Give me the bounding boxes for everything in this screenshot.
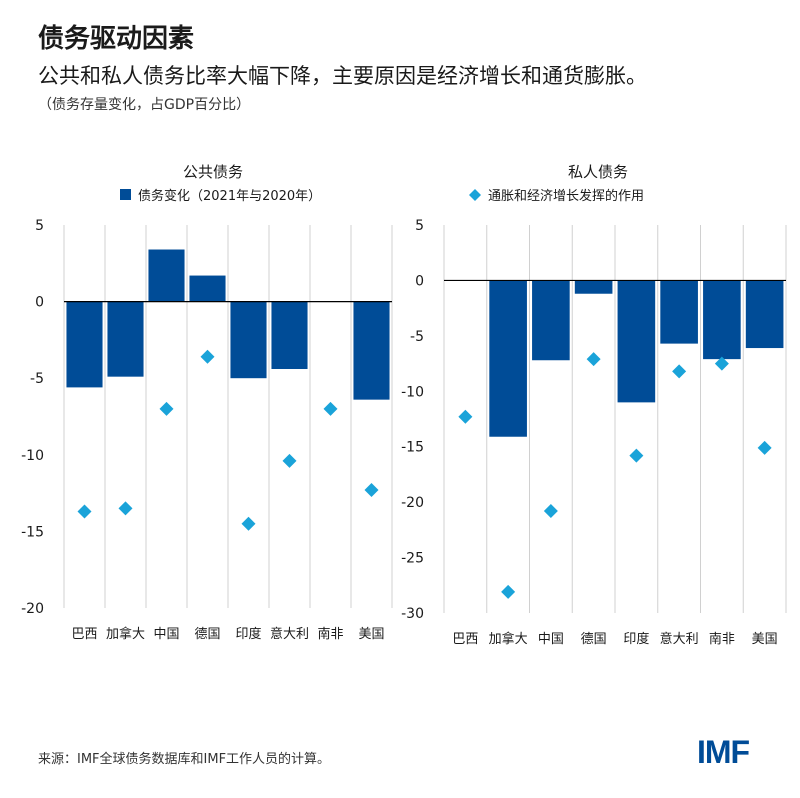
public-y-tick-label: -15	[21, 524, 44, 540]
public-bar	[271, 301, 308, 370]
private-point	[501, 584, 516, 599]
public-legend-swatch	[120, 189, 131, 200]
private-category-label: 德国	[581, 632, 607, 647]
public-bar	[107, 301, 144, 377]
private-y-tick-label: -20	[401, 495, 424, 511]
private-chart-title: 私人债务	[568, 163, 628, 181]
private-category-label: 加拿大	[489, 631, 528, 647]
private-bar	[489, 280, 527, 437]
private-category-label: 中国	[538, 632, 564, 647]
page-title: 债务驱动因素	[38, 24, 195, 54]
public-category-label: 美国	[358, 627, 384, 642]
private-bar	[532, 280, 570, 361]
private-y-tick-label: -10	[401, 384, 424, 400]
public-point	[159, 401, 174, 416]
private-legend-swatch	[469, 189, 481, 201]
public-y-tick-label: -10	[21, 448, 44, 464]
private-y-tick-label: -30	[401, 606, 424, 622]
source-note: 来源：IMF全球债务数据库和IMF工作人员的计算。	[38, 752, 331, 767]
private-legend-label: 通胀和经济增长发挥的作用	[488, 188, 644, 204]
public-category-label: 巴西	[71, 627, 97, 642]
public-point	[241, 516, 256, 531]
private-bar	[574, 280, 613, 294]
public-bar	[66, 301, 103, 388]
public-point	[118, 501, 133, 516]
public-y-tick-label: -20	[21, 601, 44, 617]
public-legend-label: 债务变化（2021年与2020年）	[138, 188, 321, 204]
private-y-tick-label: -15	[401, 440, 424, 456]
public-category-label: 加拿大	[106, 626, 145, 642]
private-point	[586, 352, 601, 367]
private-bar	[745, 280, 784, 349]
private-category-label: 意大利	[660, 631, 699, 647]
private-y-tick-label: 5	[415, 218, 424, 234]
private-point	[672, 364, 687, 379]
private-y-tick-label: 0	[415, 273, 424, 289]
public-point	[282, 453, 297, 468]
public-y-tick-label: 5	[35, 218, 44, 234]
private-category-label: 南非	[709, 631, 735, 647]
private-category-label: 印度	[623, 631, 649, 647]
private-y-tick-label: -25	[401, 551, 424, 567]
public-point	[200, 349, 215, 364]
public-y-tick-label: -5	[30, 371, 44, 387]
private-point	[629, 448, 644, 463]
imf-logo: IMF	[697, 734, 750, 770]
private-point	[543, 504, 558, 519]
private-point	[757, 440, 772, 455]
private-bar	[617, 280, 656, 403]
public-category-label: 意大利	[270, 626, 309, 642]
units-note: （债务存量变化，占GDP百分比）	[38, 97, 251, 113]
private-y-tick-label: -5	[410, 329, 424, 345]
public-category-label: 南非	[317, 626, 343, 642]
private-category-label: 巴西	[452, 632, 478, 647]
public-bar	[148, 249, 185, 302]
public-category-label: 印度	[235, 626, 261, 642]
public-category-label: 中国	[153, 627, 179, 642]
private-bar	[703, 280, 741, 360]
private-point	[458, 409, 473, 424]
public-point	[323, 401, 338, 416]
private-category-label: 美国	[752, 632, 778, 647]
public-chart-title: 公共债务	[183, 163, 243, 181]
public-point	[77, 504, 92, 519]
public-point	[364, 483, 379, 498]
public-bar	[189, 275, 226, 302]
private-bar	[660, 280, 698, 344]
public-category-label: 德国	[194, 627, 220, 642]
public-bar	[230, 301, 267, 379]
page-subtitle: 公共和私人债务比率大幅下降，主要原因是经济增长和通货膨胀。	[38, 64, 647, 88]
private-point	[714, 356, 729, 371]
public-bar	[353, 301, 390, 400]
public-y-tick-label: 0	[35, 295, 44, 311]
